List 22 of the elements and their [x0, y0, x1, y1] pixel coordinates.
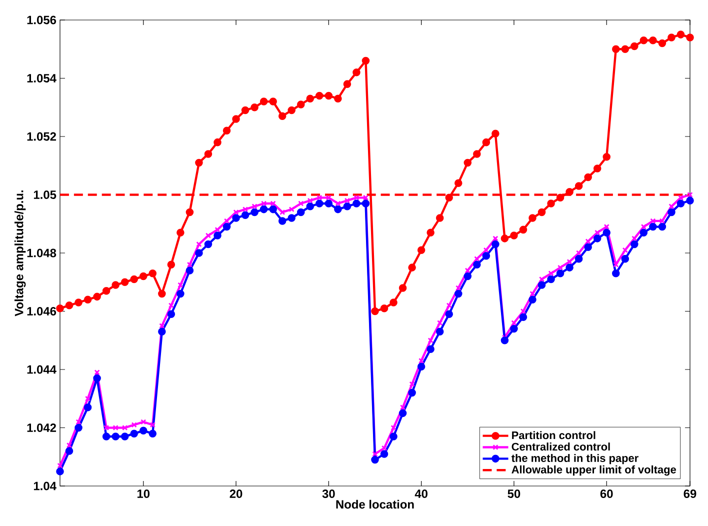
y-tick-label: 1.044	[27, 365, 56, 374]
y-tick-label: 1.042	[27, 424, 56, 432]
y-tick-label: 1.052	[27, 132, 56, 141]
x-axis-title: Node location	[336, 500, 414, 509]
x-tick-label: 40	[414, 490, 428, 498]
y-tick-label: 1.046	[27, 307, 56, 316]
x-tick-label: 10	[137, 490, 150, 498]
legend-label: Centralized control	[512, 442, 610, 451]
legend-label: Allowable upper limit of voltage	[512, 465, 676, 476]
y-tick-label: 1.04	[34, 482, 56, 490]
y-tick-label: 1.056	[27, 16, 56, 24]
legend-label: the method in this paper	[511, 454, 638, 464]
y-tick-label: 1.05	[34, 190, 56, 199]
x-tick-label: 69	[684, 490, 696, 498]
x-tick-label: 20	[230, 490, 242, 498]
x-tick-label: 60	[600, 490, 613, 498]
legend-label: Partition control	[512, 431, 596, 440]
y-tick-label: 1.048	[27, 248, 56, 258]
x-tick-label: 50	[508, 490, 520, 498]
x-tick-label: 30	[322, 490, 335, 498]
y-tick-label: 1.054	[27, 74, 56, 82]
y-axis-title: Voltage amplitude/p.u.	[14, 190, 26, 316]
